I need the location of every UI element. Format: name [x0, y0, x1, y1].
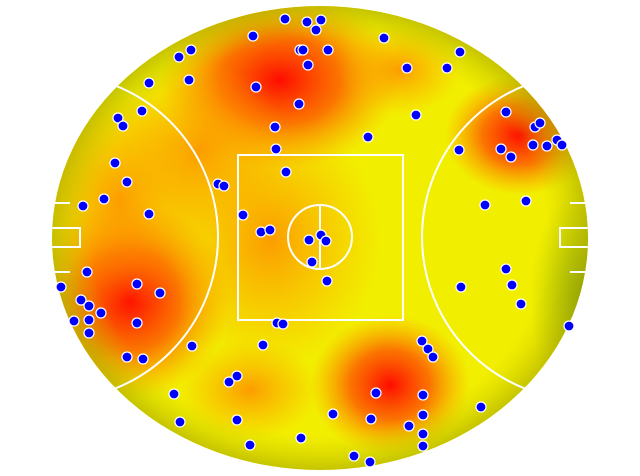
point: [315, 14, 327, 26]
point: [183, 74, 195, 86]
point: [173, 51, 185, 63]
point: [269, 121, 281, 133]
points: [55, 13, 575, 468]
point: [506, 279, 518, 291]
point: [455, 281, 467, 293]
point: [231, 370, 243, 382]
point: [136, 105, 148, 117]
point: [370, 387, 382, 399]
point: [143, 77, 155, 89]
point: [541, 140, 553, 152]
point: [255, 226, 267, 238]
point: [293, 98, 305, 110]
point: [479, 199, 491, 211]
point: [137, 353, 149, 365]
point: [320, 235, 332, 247]
point: [55, 281, 67, 293]
point: [417, 440, 429, 452]
point: [143, 208, 155, 220]
point: [154, 287, 166, 299]
point: [68, 315, 80, 327]
point: [303, 234, 315, 246]
point: [453, 144, 465, 156]
point: [218, 180, 230, 192]
point: [250, 81, 262, 93]
point: [302, 59, 314, 71]
point: [495, 143, 507, 155]
point: [310, 24, 322, 36]
point: [520, 195, 532, 207]
point: [279, 13, 291, 25]
point: [364, 456, 376, 468]
point: [362, 131, 374, 143]
point: [174, 416, 186, 428]
point: [500, 263, 512, 275]
point: [417, 428, 429, 440]
point: [403, 420, 415, 432]
point: [327, 408, 339, 420]
point: [121, 176, 133, 188]
point: [417, 409, 429, 421]
point: [247, 30, 259, 42]
point: [81, 266, 93, 278]
point: [98, 193, 110, 205]
point: [401, 62, 413, 74]
point: [95, 307, 107, 319]
point: [75, 294, 87, 306]
point: [270, 143, 282, 155]
point: [264, 224, 276, 236]
point: [515, 298, 527, 310]
point: [417, 389, 429, 401]
point: [534, 117, 546, 129]
point: [365, 413, 377, 425]
point: [441, 62, 453, 74]
point: [454, 46, 466, 58]
point: [321, 275, 333, 287]
point: [500, 106, 512, 118]
point: [186, 340, 198, 352]
point: [109, 157, 121, 169]
point: [416, 335, 428, 347]
point: [277, 318, 289, 330]
point: [505, 151, 517, 163]
point: [231, 414, 243, 426]
point: [223, 376, 235, 388]
point: [112, 112, 124, 124]
point: [322, 44, 334, 56]
point: [237, 209, 249, 221]
point: [168, 388, 180, 400]
point: [410, 109, 422, 121]
point: [77, 200, 89, 212]
point: [83, 327, 95, 339]
point: [301, 16, 313, 28]
point: [427, 351, 439, 363]
point: [348, 450, 360, 462]
point: [83, 300, 95, 312]
point: [563, 320, 575, 332]
point: [131, 278, 143, 290]
point: [280, 166, 292, 178]
point: [422, 343, 434, 355]
point: [556, 139, 568, 151]
point: [121, 351, 133, 363]
point: [83, 314, 95, 326]
point: [297, 44, 309, 56]
point: [244, 439, 256, 451]
point: [475, 401, 487, 413]
point: [527, 139, 539, 151]
point: [117, 120, 129, 132]
point: [295, 432, 307, 444]
point: [131, 317, 143, 329]
point: [257, 339, 269, 351]
point: [378, 32, 390, 44]
point: [306, 256, 318, 268]
point: [185, 44, 197, 56]
